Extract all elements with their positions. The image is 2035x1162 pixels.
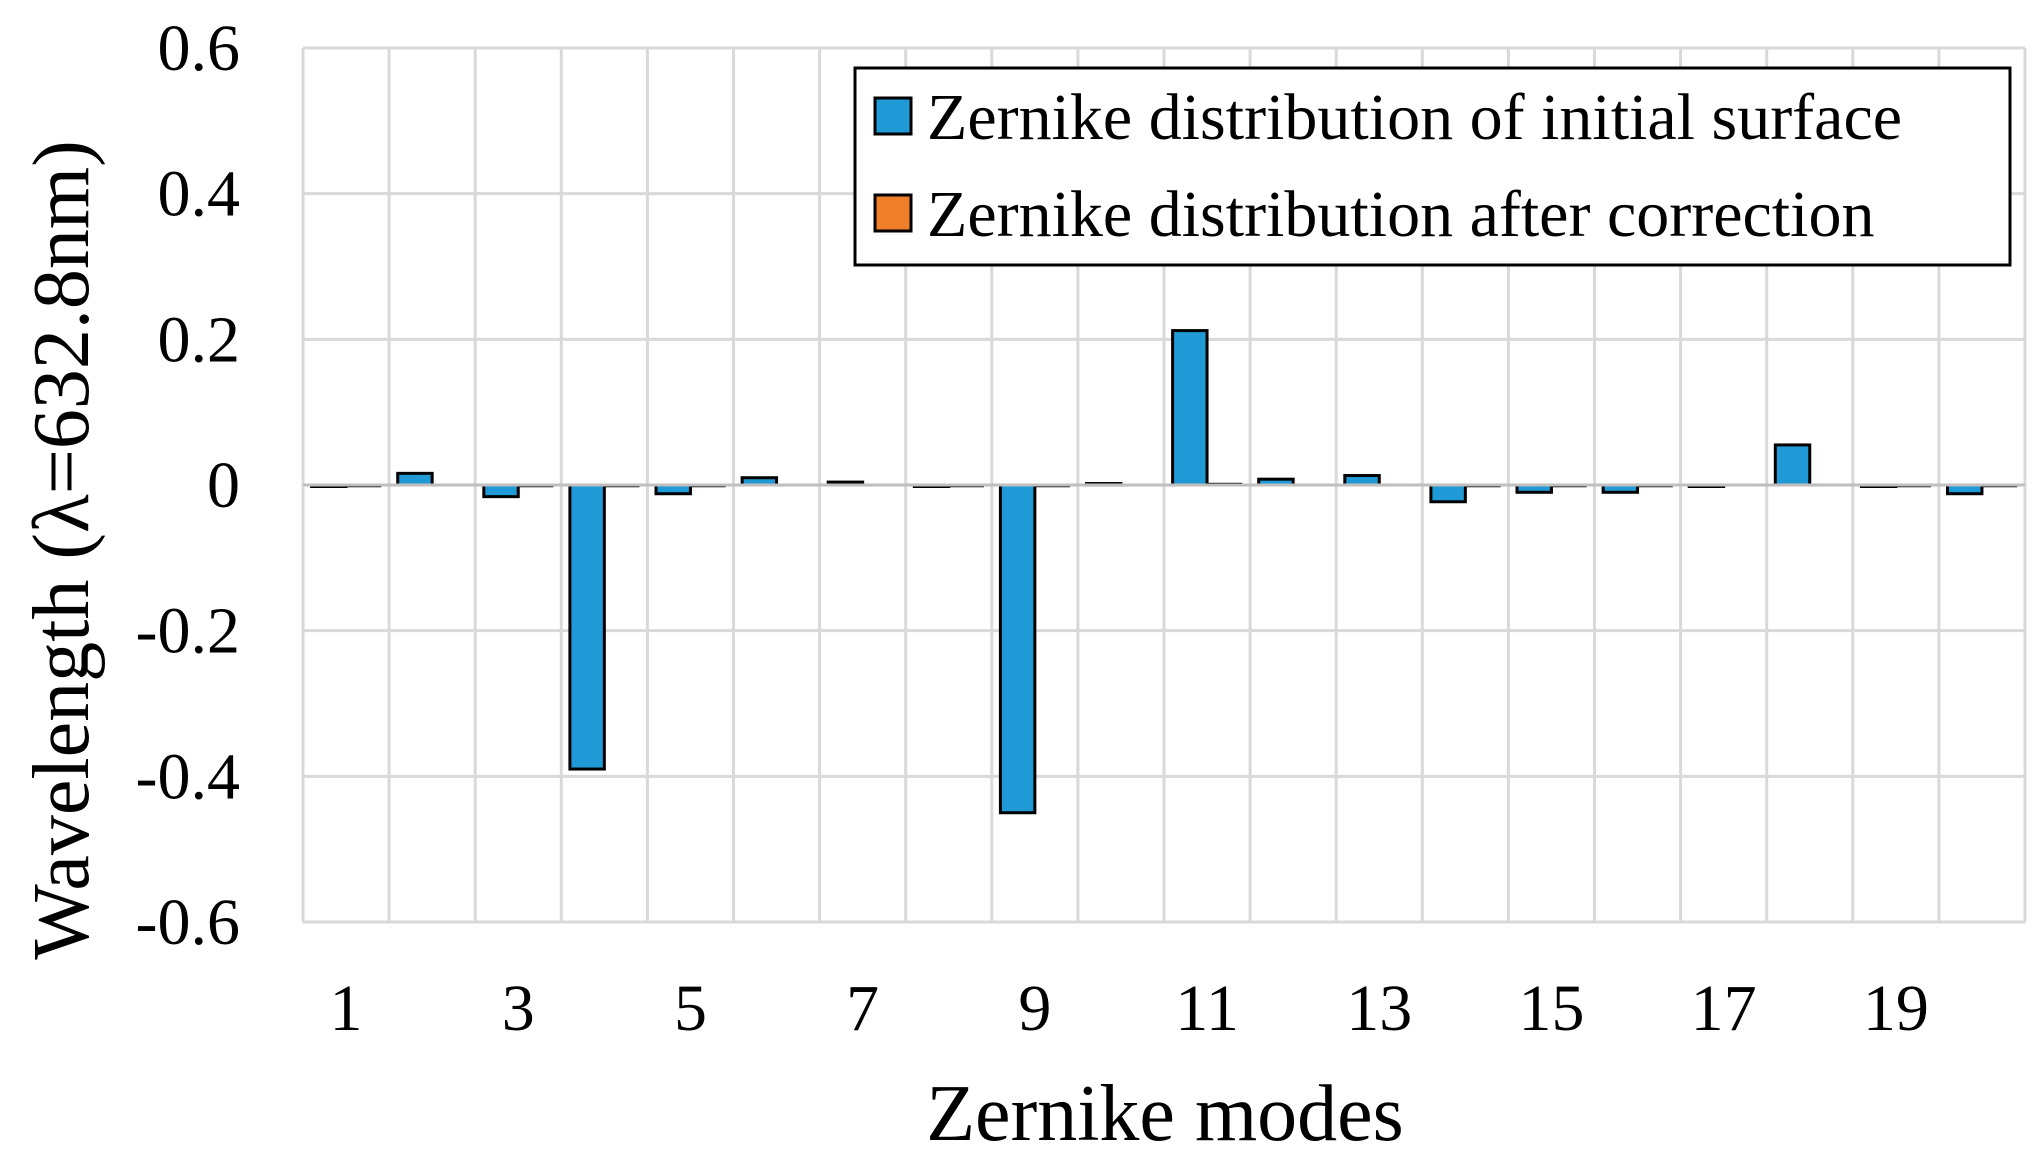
x-tick-label: 13 bbox=[1346, 972, 1412, 1045]
bar-initial-mode-14 bbox=[1429, 483, 1467, 504]
y-tick-label: 0 bbox=[207, 449, 240, 522]
x-tick-label: 17 bbox=[1691, 972, 1757, 1045]
bar-initial-mode-11 bbox=[1171, 329, 1209, 487]
y-tick-label: -0.4 bbox=[136, 740, 240, 813]
legend: Zernike distribution of initial surface … bbox=[853, 66, 2012, 267]
bar-initial-mode-4 bbox=[568, 483, 606, 771]
y-axis-title: Wavelength (λ=632.8nm) bbox=[18, 140, 106, 960]
y-tick-label: -0.2 bbox=[136, 595, 240, 668]
bar-initial-mode-3 bbox=[482, 483, 520, 499]
y-tick-label: 0.2 bbox=[158, 303, 241, 376]
bars bbox=[303, 329, 2025, 815]
x-tick-label: 3 bbox=[502, 972, 535, 1045]
y-tick-label: 0.4 bbox=[158, 158, 241, 231]
legend-box bbox=[853, 66, 2012, 267]
x-tick-label: 9 bbox=[1018, 972, 1051, 1045]
x-tick-label: 7 bbox=[846, 972, 879, 1045]
x-tick-label: 15 bbox=[1518, 972, 1584, 1045]
x-tick-label: 11 bbox=[1175, 972, 1239, 1045]
legend-swatch-initial bbox=[873, 96, 913, 136]
y-tick-labels: 0.6 0.4 0.2 0 -0.2 -0.4 -0.6 bbox=[136, 12, 240, 959]
y-tick-label: 0.6 bbox=[158, 12, 241, 85]
bar-initial-mode-18 bbox=[1773, 443, 1812, 487]
legend-swatch-corrected bbox=[873, 193, 913, 233]
x-tick-labels: 1 3 5 7 9 11 13 15 17 19 bbox=[330, 972, 1929, 1045]
legend-label-corrected: Zernike distribution after correction bbox=[927, 178, 1874, 251]
legend-label-initial: Zernike distribution of initial surface bbox=[927, 81, 1902, 154]
x-tick-label: 5 bbox=[674, 972, 707, 1045]
x-axis-title: Zernike modes bbox=[926, 1070, 1404, 1158]
bar-initial-mode-9 bbox=[998, 483, 1037, 815]
bar-initial-mode-2 bbox=[396, 471, 434, 487]
x-tick-label: 1 bbox=[330, 972, 363, 1045]
x-tick-label: 19 bbox=[1863, 972, 1929, 1045]
y-tick-label: -0.6 bbox=[136, 886, 240, 959]
